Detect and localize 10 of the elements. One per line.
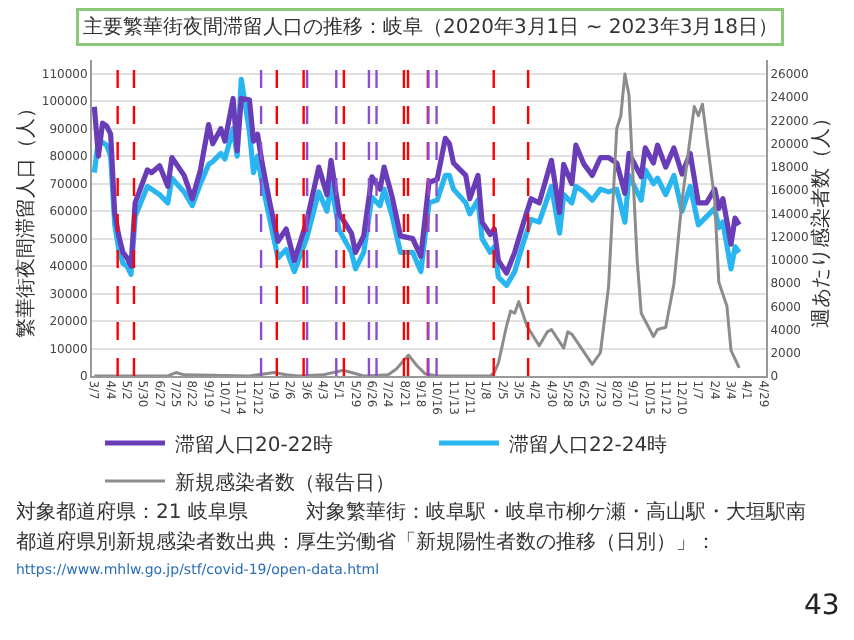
text: 対象繁華街：岐阜駅・岐阜市柳ケ瀬・高山駅・大垣駅南 [306,500,806,524]
chart-title: 主要繁華街夜間滞留人口の推移：岐阜（2020年3月1日 ~ 2023年3月18日） [83,15,778,39]
y2-axis-title: 週あたり感染者数（人） [808,108,833,328]
text: 43 [804,590,840,622]
text: 対象都道府県：21 岐阜県 [16,500,248,524]
legend-label: 新規感染者数（報告日） [175,470,395,495]
legend-label: 滞留人口22-24時 [509,432,668,457]
legend-label: 滞留人口20-22時 [175,432,334,457]
text: 都道府県別新規感染者数出典：厚生労働省「新規陽性者数の推移（日別）」： [16,530,716,554]
y-axis-title: 繁華街夜間滞留人口（人） [13,98,38,338]
